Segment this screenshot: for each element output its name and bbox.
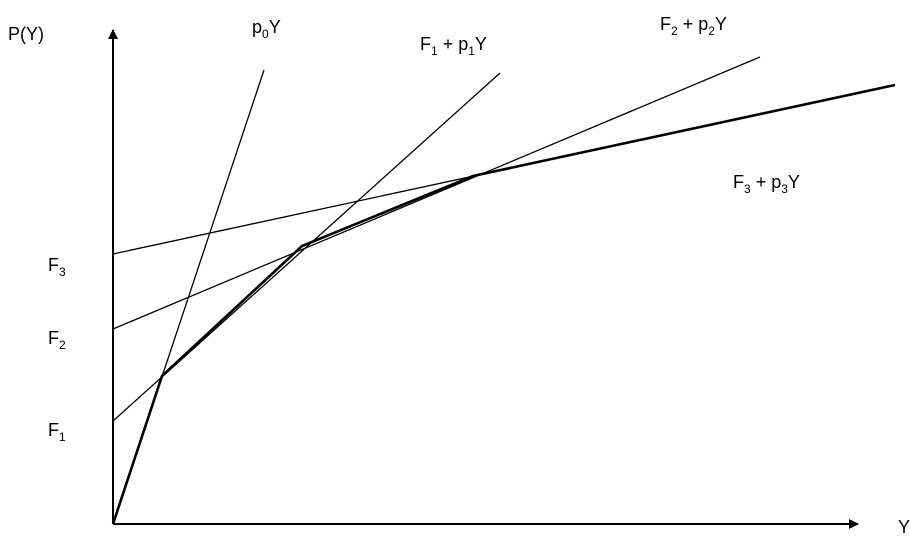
x-axis-label: Y	[898, 517, 910, 533]
label-F2-p2Y: F2 + p2Y	[660, 14, 727, 38]
intercept-label-F3: F3	[48, 255, 66, 279]
lower-envelope	[111, 83, 896, 525]
intercept-label-F2: F2	[48, 328, 66, 352]
line-F2-p2Y	[112, 56, 761, 330]
y-axis-label: P(Y)	[8, 24, 44, 44]
label-p0Y: p0Y	[252, 17, 281, 41]
label-F1-p1Y: F1 + p1Y	[420, 34, 487, 58]
intercept-label-F1: F1	[48, 420, 66, 444]
label-F3-p3Y: F3 + p3Y	[733, 172, 800, 196]
